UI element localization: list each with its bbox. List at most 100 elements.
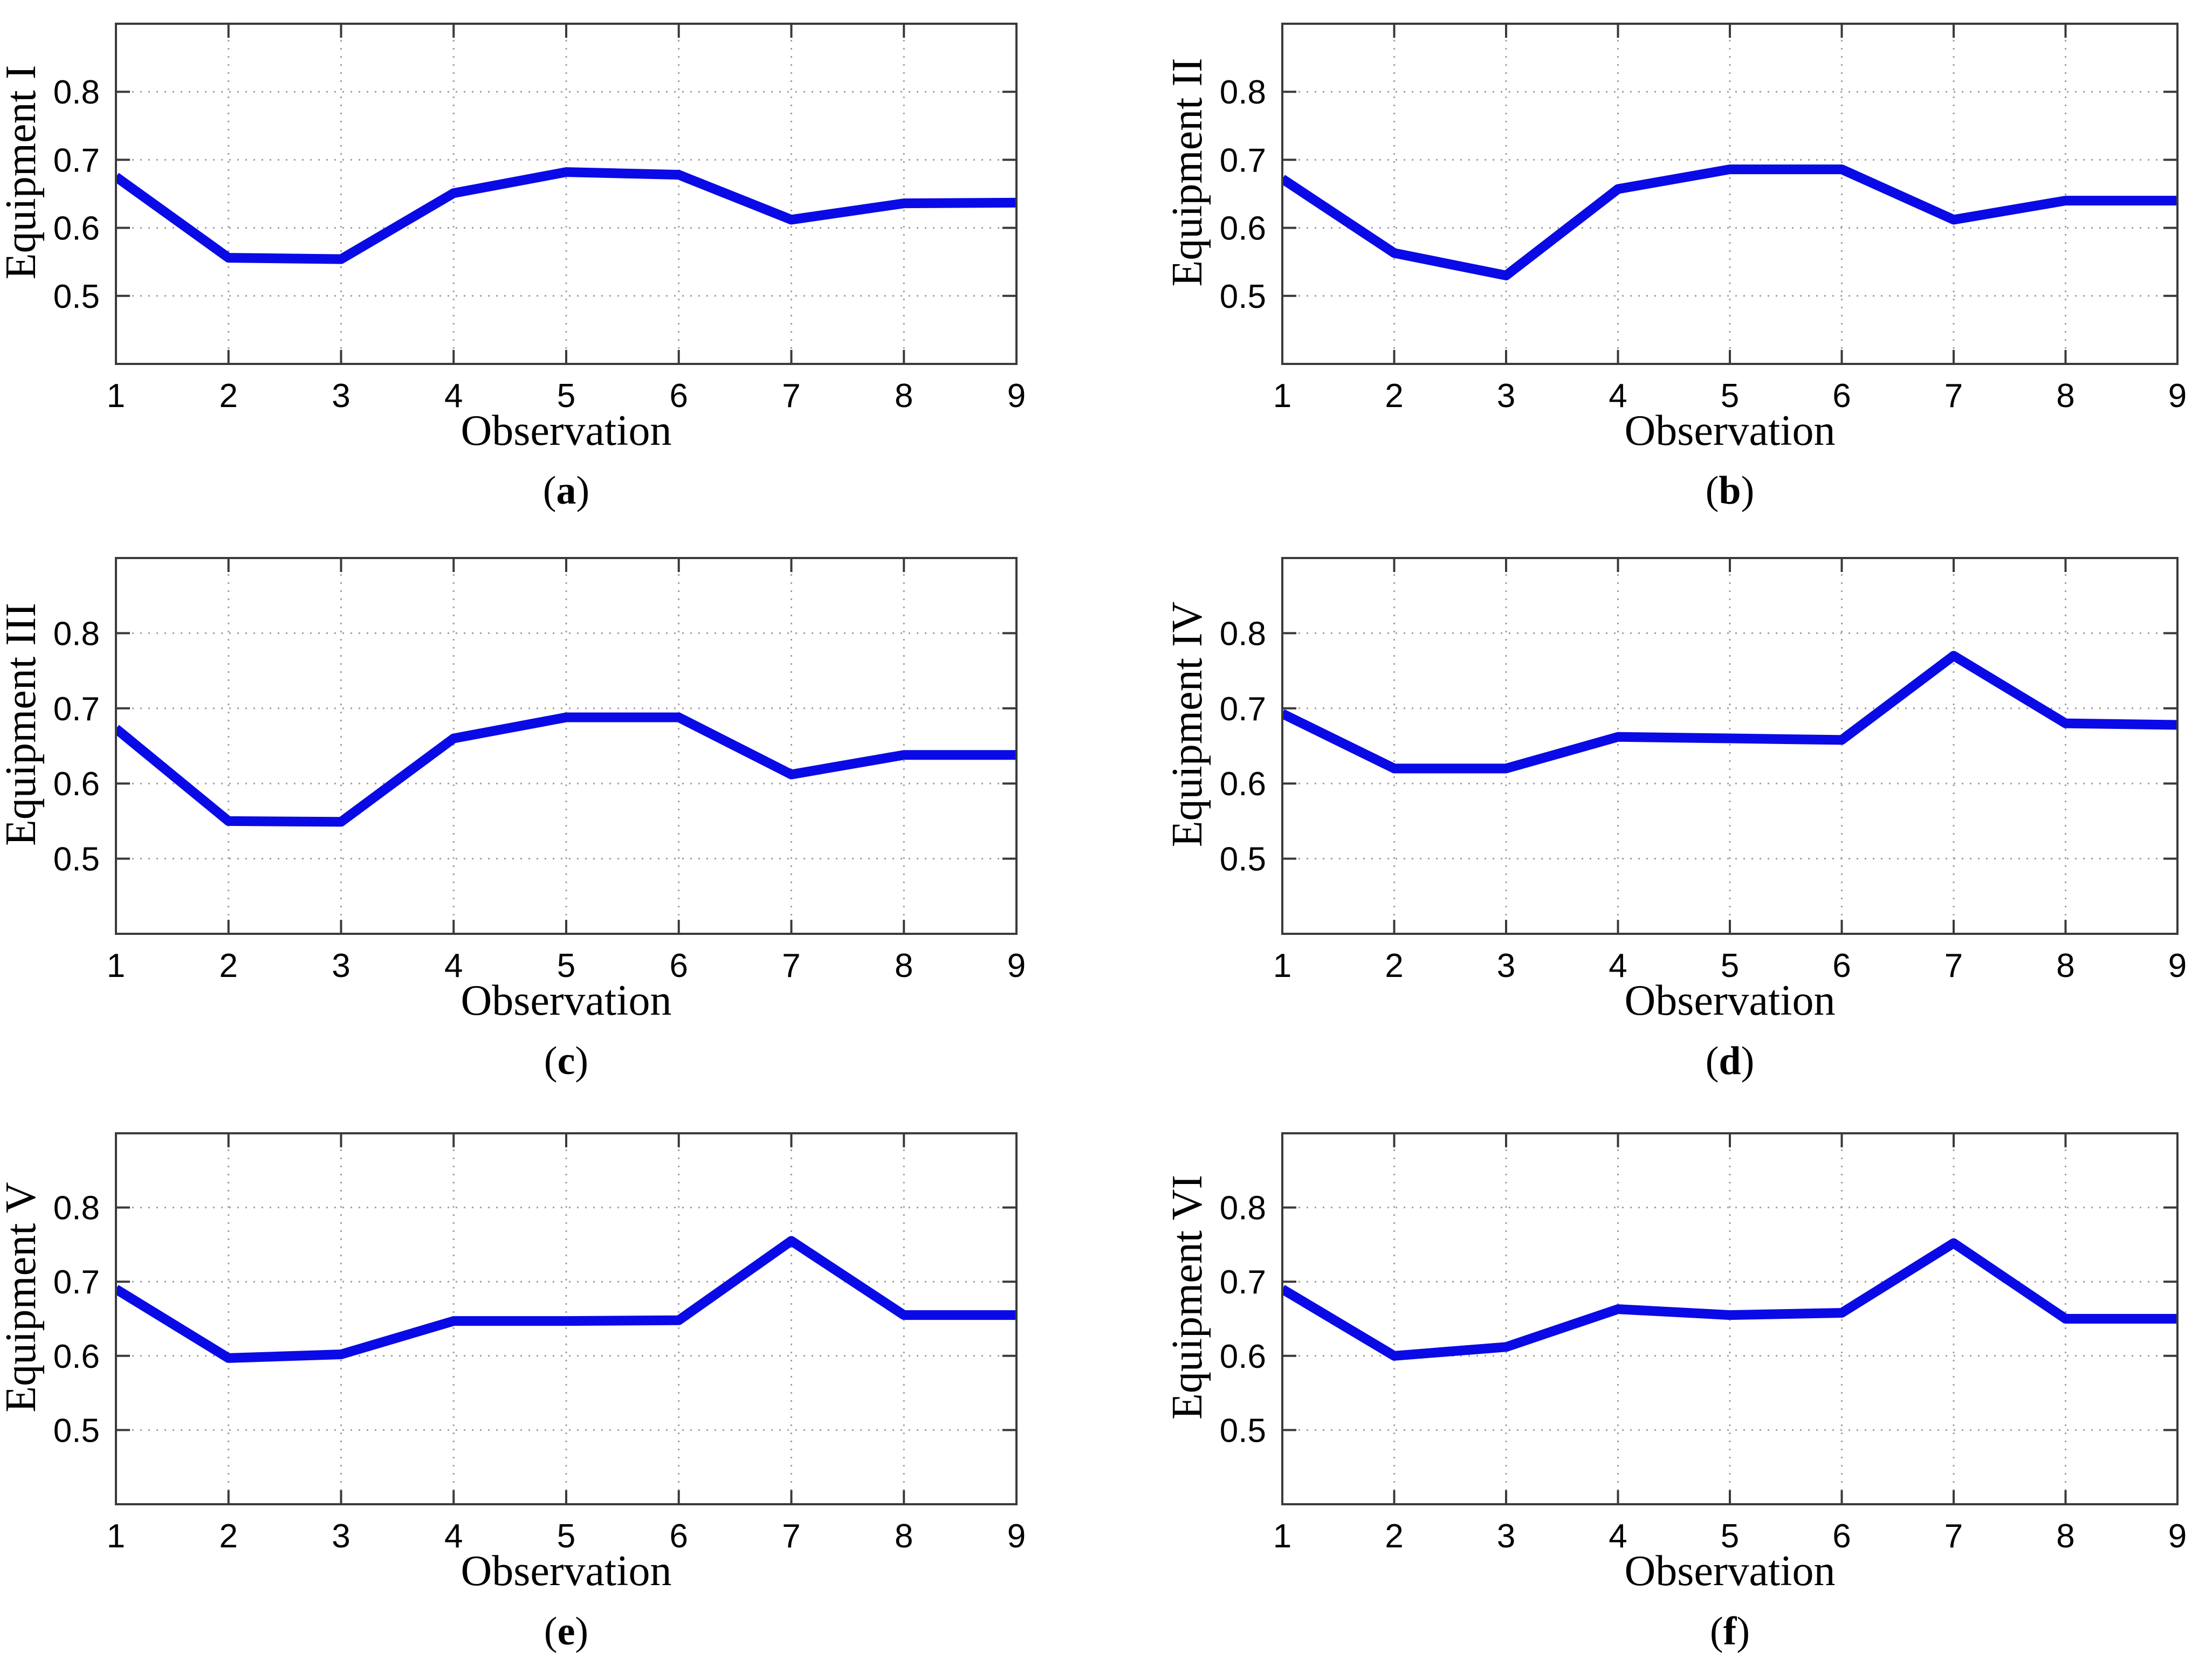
- svg-text:3: 3: [332, 1518, 350, 1555]
- caption-letter: f: [1723, 1609, 1737, 1654]
- svg-text:0.8: 0.8: [1220, 615, 1266, 652]
- svg-text:4: 4: [444, 947, 463, 984]
- svg-text:3: 3: [332, 947, 350, 984]
- svg-text:Equipment VI: Equipment VI: [1164, 1175, 1211, 1420]
- chart-f-svg: 0.5 0.6 0.7 0.8 1 2 3 4 5 6 7 8 9 Observation Equipmen…: [1164, 1132, 2187, 1595]
- svg-text:0.5: 0.5: [53, 1412, 100, 1449]
- svg-text:1: 1: [107, 1518, 125, 1555]
- svg-text:0.8: 0.8: [53, 1190, 100, 1227]
- subplot-d-caption: (d): [1706, 1038, 1754, 1084]
- svg-text:Observation: Observation: [1624, 1547, 1835, 1595]
- chart-e-svg: 0.5 0.6 0.7 0.8 1 2 3 4 5 6 7 8 9 Observation Equipmen…: [0, 1132, 1026, 1595]
- svg-text:9: 9: [2168, 1518, 2187, 1555]
- svg-text:7: 7: [1944, 377, 1963, 415]
- subplot-a-caption: (a): [543, 468, 589, 514]
- subplot-b: 0.5 0.6 0.7 0.8 1 2 3 4 5 6 7 8 9 Observation Equipmen…: [1096, 0, 2192, 539]
- svg-text:8: 8: [2056, 377, 2074, 415]
- svg-text:Equipment IV: Equipment IV: [1164, 602, 1211, 847]
- svg-text:8: 8: [895, 377, 913, 415]
- svg-text:8: 8: [895, 947, 913, 984]
- chart-a-svg: 0.5 0.6 0.7 0.8 1 2 3 4 5 6 7 8 9 Observation Equipmen…: [0, 23, 1026, 455]
- svg-text:2: 2: [219, 1518, 238, 1555]
- svg-text:9: 9: [2168, 947, 2187, 984]
- svg-text:Observation: Observation: [461, 407, 671, 455]
- svg-text:0.5: 0.5: [53, 278, 100, 315]
- caption-paren-open: (: [542, 469, 556, 513]
- svg-text:8: 8: [2056, 1518, 2074, 1555]
- svg-text:0.7: 0.7: [53, 691, 100, 728]
- svg-text:0.6: 0.6: [1220, 210, 1266, 247]
- svg-text:0.6: 0.6: [53, 210, 100, 247]
- caption-paren-close: ): [1741, 1039, 1755, 1083]
- svg-text:Equipment III: Equipment III: [0, 603, 45, 846]
- subplot-b-caption: (b): [1706, 468, 1754, 514]
- svg-text:5: 5: [1721, 947, 1739, 984]
- svg-text:Observation: Observation: [1624, 407, 1835, 455]
- chart-c-svg: 0.5 0.6 0.7 0.8 1 2 3 4 5 6 7 8 9 Observation Equipmen…: [0, 557, 1026, 1024]
- caption-letter: a: [556, 469, 576, 513]
- svg-text:2: 2: [219, 377, 238, 415]
- svg-text:5: 5: [557, 947, 575, 984]
- caption-paren-open: (: [1710, 1609, 1723, 1654]
- subplot-c-caption: (c): [544, 1038, 588, 1084]
- svg-text:7: 7: [782, 1518, 800, 1555]
- svg-text:4: 4: [1609, 1518, 1627, 1555]
- caption-letter: b: [1719, 469, 1741, 513]
- caption-paren-open: (: [544, 1609, 558, 1654]
- svg-text:4: 4: [1609, 377, 1627, 415]
- svg-text:7: 7: [1944, 947, 1963, 984]
- svg-text:8: 8: [895, 1518, 913, 1555]
- chart-d-svg: 0.5 0.6 0.7 0.8 1 2 3 4 5 6 7 8 9 Observation Equipmen…: [1164, 557, 2187, 1024]
- caption-paren-close: ): [1741, 469, 1755, 513]
- svg-text:0.6: 0.6: [1220, 766, 1266, 803]
- subplot-d: 0.5 0.6 0.7 0.8 1 2 3 4 5 6 7 8 9 Observation Equipmen…: [1096, 539, 2192, 1111]
- svg-text:0.5: 0.5: [1220, 841, 1266, 878]
- subplot-f: 0.5 0.6 0.7 0.8 1 2 3 4 5 6 7 8 9 Observation Equipmen…: [1096, 1111, 2192, 1680]
- svg-text:0.8: 0.8: [1220, 74, 1266, 111]
- svg-text:0.6: 0.6: [53, 1338, 100, 1375]
- svg-text:3: 3: [1497, 1518, 1515, 1555]
- svg-text:1: 1: [107, 377, 125, 415]
- svg-text:5: 5: [1721, 1518, 1739, 1555]
- svg-text:0.5: 0.5: [1220, 1412, 1266, 1449]
- svg-text:4: 4: [1609, 947, 1627, 984]
- svg-text:6: 6: [1832, 377, 1851, 415]
- svg-text:0.8: 0.8: [53, 615, 100, 652]
- chart-b-svg: 0.5 0.6 0.7 0.8 1 2 3 4 5 6 7 8 9 Observation Equipmen…: [1164, 23, 2187, 455]
- subplot-a: 0.5 0.6 0.7 0.8 1 2 3 4 5 6 7 8 9 Observation Equipmen…: [0, 0, 1096, 539]
- svg-text:1: 1: [1273, 947, 1291, 984]
- svg-text:6: 6: [1832, 947, 1851, 984]
- svg-text:0.7: 0.7: [1220, 142, 1266, 179]
- svg-text:Observation: Observation: [1624, 977, 1835, 1024]
- svg-text:9: 9: [1007, 947, 1026, 984]
- svg-text:6: 6: [1832, 1518, 1851, 1555]
- caption-paren-open: (: [544, 1039, 558, 1083]
- svg-text:Equipment I: Equipment I: [0, 65, 45, 280]
- svg-text:2: 2: [219, 947, 238, 984]
- caption-paren-close: ): [575, 1039, 589, 1083]
- svg-text:3: 3: [1497, 947, 1515, 984]
- subplot-f-caption: (f): [1710, 1609, 1750, 1655]
- svg-text:3: 3: [332, 377, 350, 415]
- svg-text:Observation: Observation: [461, 1547, 671, 1595]
- svg-text:0.7: 0.7: [53, 142, 100, 179]
- subplot-e-caption: (e): [544, 1609, 588, 1655]
- subplot-c: 0.5 0.6 0.7 0.8 1 2 3 4 5 6 7 8 9 Observation Equipmen…: [0, 539, 1096, 1111]
- svg-text:6: 6: [670, 1518, 688, 1555]
- svg-text:7: 7: [782, 377, 800, 415]
- caption-paren-close: ): [576, 469, 590, 513]
- caption-letter: c: [557, 1039, 575, 1083]
- svg-text:8: 8: [2056, 947, 2074, 984]
- svg-text:0.7: 0.7: [53, 1264, 100, 1301]
- svg-text:1: 1: [1273, 1518, 1291, 1555]
- svg-text:0.7: 0.7: [1220, 691, 1266, 728]
- svg-text:Equipment II: Equipment II: [1164, 58, 1211, 286]
- svg-text:4: 4: [444, 377, 463, 415]
- svg-text:0.6: 0.6: [1220, 1338, 1266, 1375]
- svg-text:0.7: 0.7: [1220, 1264, 1266, 1301]
- svg-text:Observation: Observation: [461, 977, 671, 1024]
- svg-text:3: 3: [1497, 377, 1515, 415]
- caption-letter: d: [1719, 1039, 1741, 1083]
- caption-letter: e: [557, 1609, 575, 1654]
